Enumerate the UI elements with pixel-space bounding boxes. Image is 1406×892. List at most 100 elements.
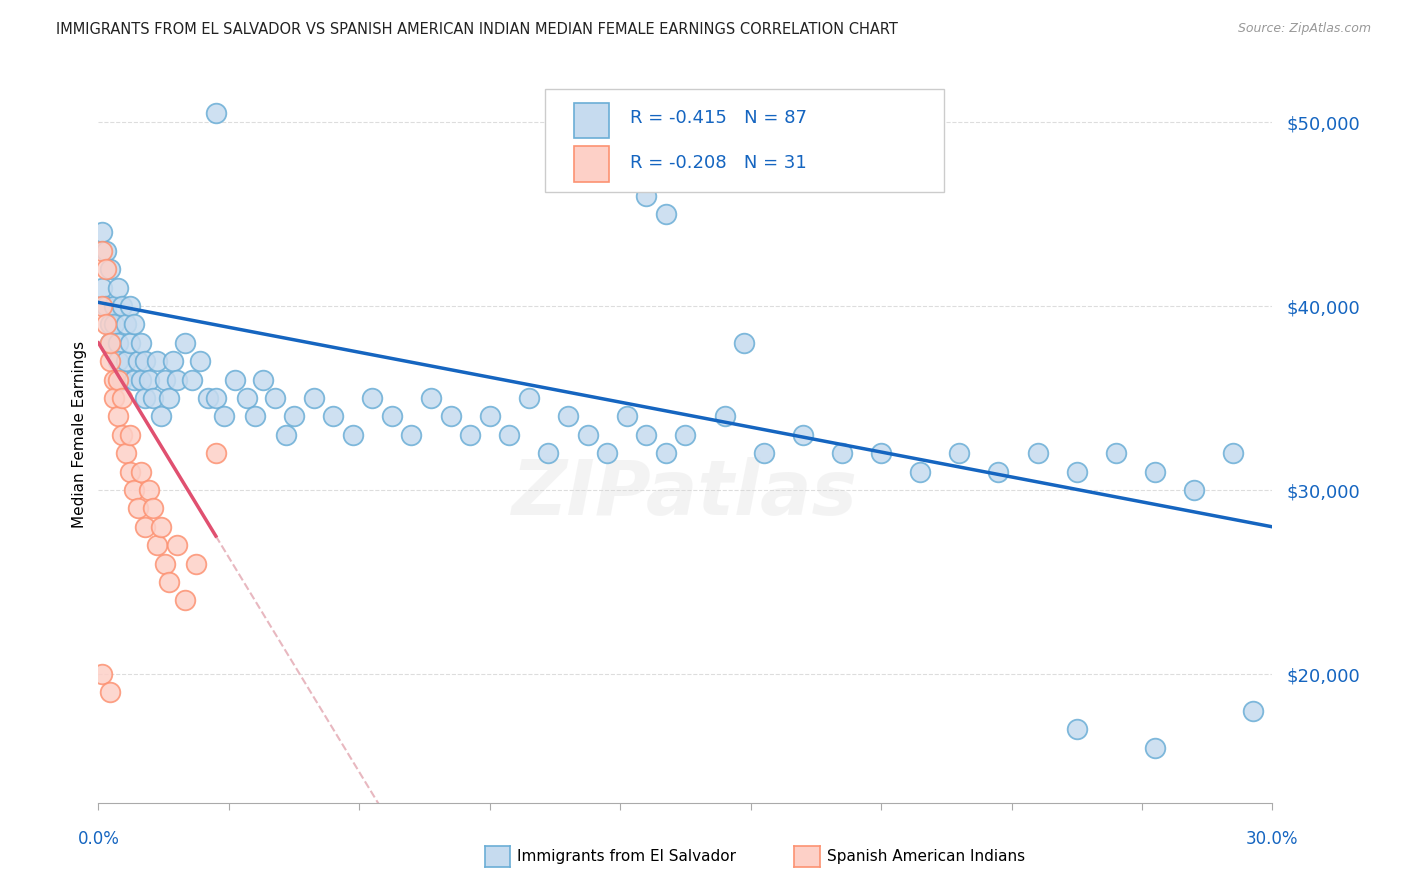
Point: [96, 318, 118, 332]
Point: [1144, 740, 1167, 755]
Text: 0.0%: 0.0%: [77, 830, 120, 848]
Point: [910, 465, 932, 479]
Point: [517, 391, 540, 405]
Point: [118, 427, 141, 442]
Text: R = -0.208   N = 31: R = -0.208 N = 31: [630, 154, 807, 172]
Point: [118, 299, 141, 313]
Point: [103, 318, 125, 332]
Point: [1182, 483, 1205, 497]
Point: [114, 446, 136, 460]
Point: [114, 354, 136, 368]
Point: [96, 244, 118, 258]
Point: [792, 427, 814, 442]
Point: [498, 427, 520, 442]
FancyBboxPatch shape: [574, 146, 609, 182]
Point: [138, 483, 160, 497]
Point: [153, 557, 176, 571]
Point: [381, 409, 404, 424]
Point: [181, 373, 204, 387]
FancyBboxPatch shape: [574, 103, 609, 138]
Point: [118, 465, 141, 479]
Point: [173, 335, 195, 350]
Point: [142, 501, 165, 516]
Point: [752, 446, 775, 460]
Point: [146, 354, 169, 368]
Point: [107, 335, 129, 350]
Point: [557, 409, 579, 424]
Text: Spanish American Indians: Spanish American Indians: [827, 849, 1025, 863]
Point: [478, 409, 501, 424]
Point: [103, 391, 125, 405]
Point: [713, 409, 735, 424]
Y-axis label: Median Female Earnings: Median Female Earnings: [72, 342, 87, 528]
Point: [142, 391, 165, 405]
Point: [733, 335, 755, 350]
Point: [91, 299, 114, 313]
Point: [283, 409, 305, 424]
Point: [537, 446, 560, 460]
Point: [1144, 465, 1167, 479]
Point: [655, 446, 678, 460]
Point: [1241, 704, 1264, 718]
Point: [111, 373, 134, 387]
Point: [831, 446, 853, 460]
Point: [205, 106, 228, 120]
Point: [127, 501, 149, 516]
Point: [153, 373, 176, 387]
Point: [212, 409, 235, 424]
Point: [98, 262, 121, 277]
Point: [439, 409, 461, 424]
Point: [458, 427, 481, 442]
Point: [302, 391, 325, 405]
Point: [166, 538, 188, 552]
Point: [98, 335, 121, 350]
Point: [1066, 723, 1088, 737]
Point: [91, 226, 114, 240]
Point: [96, 262, 118, 277]
Point: [173, 593, 195, 607]
Point: [636, 427, 658, 442]
Point: [401, 427, 423, 442]
Point: [107, 280, 129, 294]
Point: [150, 409, 173, 424]
Point: [576, 427, 599, 442]
Point: [263, 391, 285, 405]
Point: [134, 391, 156, 405]
Point: [111, 427, 134, 442]
Point: [131, 373, 153, 387]
Text: 30.0%: 30.0%: [1246, 830, 1299, 848]
Text: Source: ZipAtlas.com: Source: ZipAtlas.com: [1237, 22, 1371, 36]
Point: [636, 188, 658, 202]
Point: [98, 685, 121, 699]
Point: [150, 520, 173, 534]
FancyBboxPatch shape: [544, 89, 943, 192]
Point: [188, 354, 211, 368]
Point: [616, 409, 638, 424]
Point: [91, 667, 114, 681]
Point: [322, 409, 344, 424]
Point: [162, 354, 184, 368]
Point: [224, 373, 246, 387]
Point: [1066, 465, 1088, 479]
Point: [118, 335, 141, 350]
Point: [107, 354, 129, 368]
Point: [675, 427, 697, 442]
Point: [1026, 446, 1049, 460]
Point: [98, 354, 121, 368]
Point: [205, 446, 228, 460]
Text: ZIPatlas: ZIPatlas: [512, 457, 859, 531]
Point: [146, 538, 169, 552]
Point: [131, 335, 153, 350]
Point: [342, 427, 364, 442]
Point: [243, 409, 266, 424]
Point: [361, 391, 384, 405]
Point: [114, 318, 136, 332]
Point: [157, 391, 180, 405]
Point: [655, 207, 678, 221]
Point: [103, 299, 125, 313]
Point: [111, 391, 134, 405]
Point: [236, 391, 259, 405]
Point: [98, 335, 121, 350]
Point: [131, 465, 153, 479]
Point: [157, 574, 180, 589]
